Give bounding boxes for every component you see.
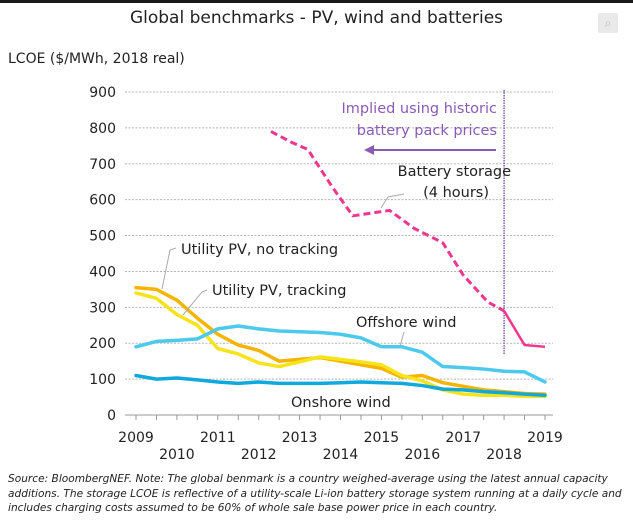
x-tick-label: 2013 [282,430,318,446]
leader-line [399,331,405,347]
y-tick-label: 500 [89,229,116,245]
x-tick-label: 2014 [323,447,359,463]
top-bar [0,0,633,3]
footnote: Source: BloombergNEF. Note: The global b… [8,473,622,514]
x-tick-label: 2012 [241,447,277,463]
x-tick-label: 2010 [159,447,195,463]
series-label-line: (4 hours) [423,185,489,201]
chart-plot: 0 100 200 300 400 500 600 700 800 900 2009 2010 2011… [89,85,563,463]
expand-zoom-icon[interactable]: ⌕ [598,13,618,33]
series-label-line: Utility PV, no tracking [181,242,338,258]
series-label-utility-pv-tracking: Utility PV, tracking [212,283,346,299]
series-line-onshore-wind [134,373,547,398]
series-label-offshore-wind: Offshore wind [356,315,456,331]
chart-title: Global benchmarks - PV, wind and batteri… [129,8,504,28]
series-label-line: Battery storage [398,164,511,180]
annotation-line: Implied using historic [342,101,497,117]
y-tick-label: 900 [89,85,116,101]
series-line-battery-storage [503,310,546,349]
y-tick-label: 100 [89,372,116,388]
series-line-utility-pv-no-tracking [134,285,547,396]
leader-line [161,247,177,290]
x-tick-label: 2018 [486,447,522,463]
y-tick-label: 0 [107,408,116,424]
annotation-line: battery pack prices [357,123,497,139]
series-label-battery-storage-4-hours: Battery storage (4 hours) [398,164,511,201]
y-tick-label: 200 [89,336,116,352]
y-tick-label: 800 [89,121,116,137]
series-label-utility-pv-no-tracking: Utility PV, no tracking [181,242,338,258]
series-line-utility-pv-tracking [134,291,547,399]
leader-line [182,289,208,316]
series-line-battery-storage-implied [270,130,505,313]
y-tick-label: 700 [89,157,116,173]
series-label-line: Utility PV, tracking [212,283,346,299]
y-axis-label: LCOE ($/MWh, 2018 real) [8,51,185,67]
x-tick-label: 2011 [200,430,236,446]
x-tick-label: 2017 [445,430,481,446]
series-label-line: Offshore wind [356,315,456,331]
left-arrow-icon [364,145,374,155]
series-label-line: Onshore wind [291,395,391,411]
series-line-offshore-wind [134,324,547,384]
y-tick-label: 300 [89,300,116,316]
x-tick-label: 2015 [364,430,400,446]
annotation-implied-prices: Implied using historic battery pack price… [342,101,497,139]
y-tick-label: 600 [89,193,116,209]
x-tick-label: 2009 [118,430,154,446]
leader-line [380,193,405,209]
x-tick-label: 2016 [404,447,440,463]
y-tick-label: 400 [89,264,116,280]
x-tick-label: 2019 [527,430,563,446]
series-label-onshore-wind: Onshore wind [291,395,391,411]
